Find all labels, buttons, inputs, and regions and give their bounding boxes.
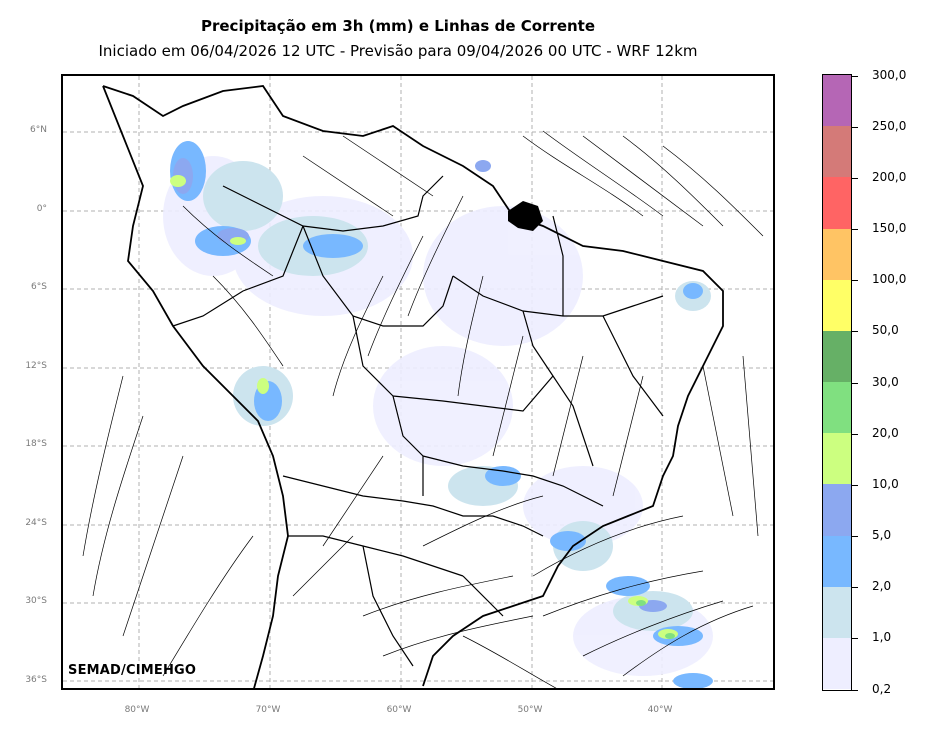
- colorbar-tick: [852, 484, 858, 486]
- colorbar-tick-label: 200,0: [872, 169, 907, 184]
- lat-label-0: 0°: [36, 204, 47, 214]
- colorbar-segment: [823, 330, 851, 383]
- colorbar-segment: [823, 126, 851, 178]
- colorbar-tick-label: 1,0: [872, 630, 892, 645]
- colorbar-tick: [852, 177, 858, 179]
- colorbar-tick: [852, 382, 858, 384]
- chart-title: Precipitação em 3h (mm) e Linhas de Corr…: [200, 17, 596, 35]
- colorbar-segment: [823, 228, 851, 281]
- colorbar-tick: [852, 331, 858, 333]
- colorbar-tick: [852, 536, 858, 537]
- streamlines: [82, 130, 764, 688]
- lat-label-18s: 18°S: [25, 439, 47, 449]
- colorbar-tick-label: 2,0: [872, 579, 892, 594]
- lat-label-24s: 24°S: [25, 518, 47, 528]
- lon-label-70w: 70°W: [255, 705, 281, 715]
- colorbar-segment: [823, 382, 851, 434]
- colorbar-tick: [852, 280, 858, 282]
- colorbar-tick-label: 10,0: [872, 476, 899, 491]
- colorbar-tick: [852, 126, 858, 128]
- lat-label-6s: 6°S: [31, 282, 47, 292]
- colorbar-segment: [823, 484, 851, 536]
- colorbar-segment: [823, 75, 851, 127]
- watermark: SEMAD/CIMEHGO: [68, 663, 197, 678]
- colorbar-segment: [823, 535, 851, 588]
- colorbar-tick: [852, 638, 858, 640]
- precipitation-field: [163, 141, 713, 688]
- colorbar-tick-label: 100,0: [872, 272, 907, 287]
- colorbar-tick: [852, 587, 858, 589]
- colorbar-segment: [823, 177, 851, 229]
- colorbar-segment: [823, 637, 851, 690]
- colorbar-tick-label: 5,0: [872, 528, 892, 542]
- lon-label-80w: 80°W: [124, 705, 150, 715]
- colorbar-tick: [852, 689, 858, 691]
- lat-label-12s: 12°S: [25, 361, 47, 371]
- coastline: [102, 85, 724, 688]
- lat-label-36s: 36°S: [25, 675, 47, 685]
- marajo-island: [508, 201, 543, 231]
- lon-label-50w: 50°W: [517, 705, 543, 715]
- lat-label-30s: 30°S: [25, 596, 47, 606]
- colorbar-tick-label: 150,0: [872, 221, 907, 235]
- lon-label-40w: 40°W: [647, 705, 673, 715]
- colorbar-tick-label: 30,0: [872, 374, 899, 389]
- colorbar: [822, 74, 852, 691]
- colorbar-tick: [852, 433, 858, 435]
- colorbar-tick: [852, 75, 858, 77]
- colorbar-tick-label: 250,0: [872, 118, 907, 133]
- map-panel: [61, 74, 775, 690]
- colorbar-tick-label: 20,0: [872, 425, 899, 440]
- colorbar-segment: [823, 586, 851, 639]
- colorbar-tick: [852, 229, 858, 230]
- colorbar-tick-label: 300,0: [872, 67, 907, 82]
- colorbar-tick-label: 50,0: [872, 323, 899, 338]
- colorbar-segment: [823, 433, 851, 485]
- map-canvas: [63, 76, 773, 688]
- colorbar-tick-label: 0,2: [872, 681, 892, 696]
- lon-label-60w: 60°W: [386, 705, 412, 715]
- borders: [172, 175, 664, 667]
- chart-subtitle: Iniciado em 06/04/2026 12 UTC - Previsão…: [98, 42, 698, 60]
- colorbar-segment: [823, 279, 851, 332]
- lat-label-6n: 6°N: [30, 125, 47, 135]
